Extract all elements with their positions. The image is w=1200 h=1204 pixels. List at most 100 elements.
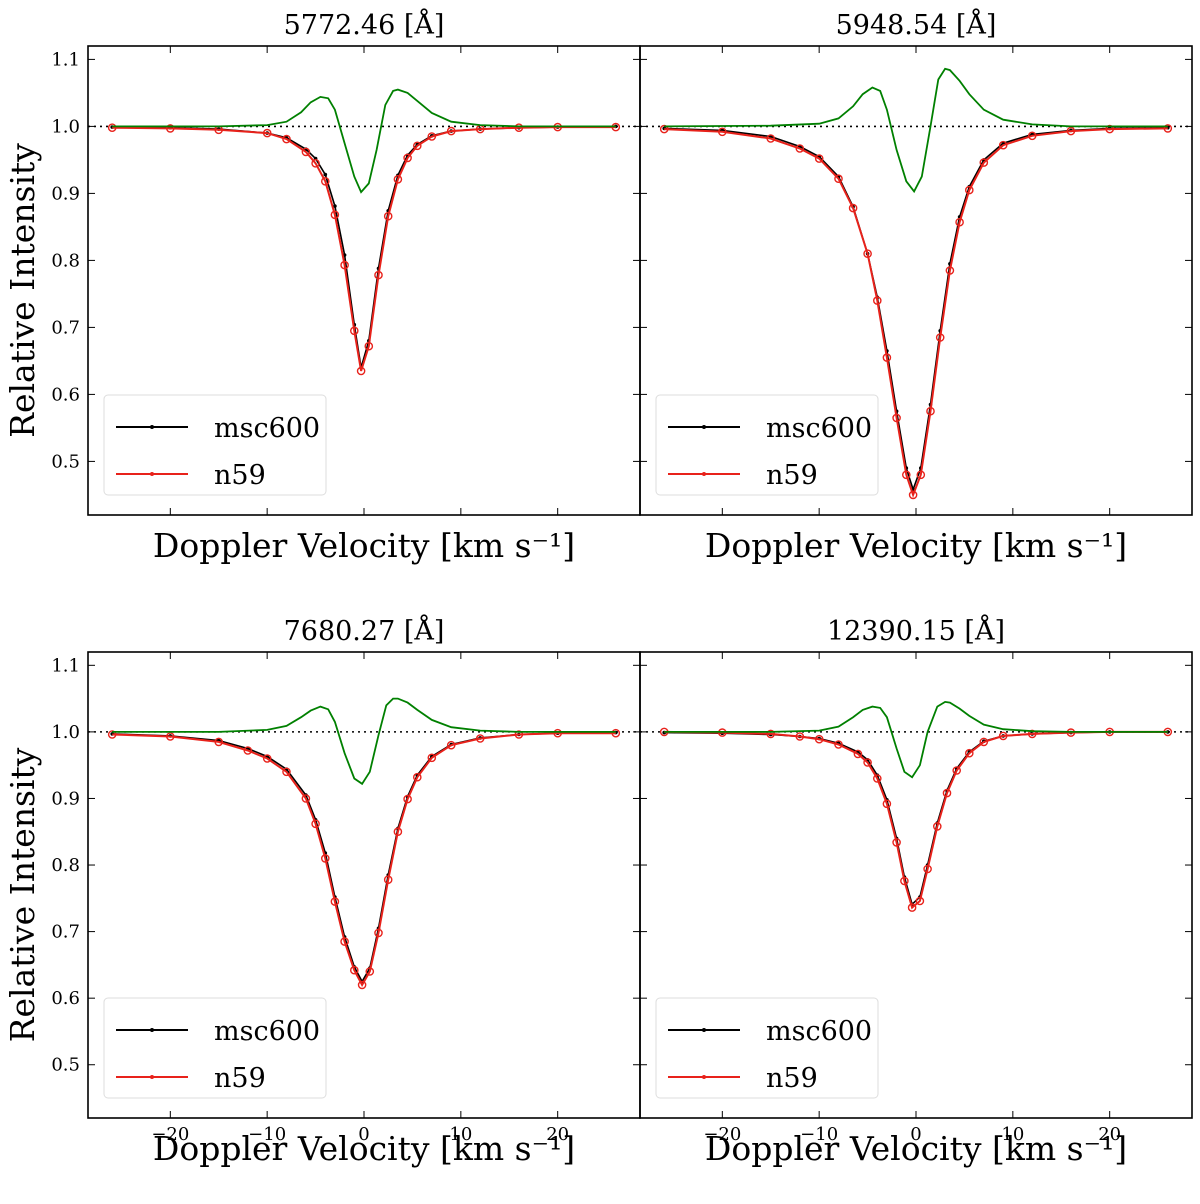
legend-marker bbox=[702, 425, 706, 429]
point-n59 bbox=[349, 326, 359, 336]
point-n59 bbox=[553, 728, 563, 738]
series-line-n59 bbox=[112, 732, 616, 987]
point-n59 bbox=[165, 732, 175, 741]
plot-frame bbox=[639, 45, 1193, 516]
panel-1: 5772.46 [Å] Doppler Velocity [km s⁻¹] Rela… bbox=[3, 8, 641, 565]
point-n59 bbox=[340, 937, 349, 946]
series-difference bbox=[112, 697, 616, 786]
point-n59 bbox=[979, 158, 989, 167]
series-line-difference bbox=[664, 67, 1168, 194]
point-n59 bbox=[795, 144, 805, 153]
point-n59 bbox=[403, 794, 412, 804]
series-n59 bbox=[107, 122, 621, 376]
series-line-n59 bbox=[664, 730, 1168, 910]
legend-marker bbox=[150, 1075, 154, 1079]
point-n59 bbox=[965, 748, 974, 758]
point-n59 bbox=[311, 158, 320, 168]
y-tick-label: 1.0 bbox=[51, 722, 80, 743]
point-n59 bbox=[998, 731, 1008, 741]
series-line-msc600 bbox=[112, 125, 616, 368]
point-n59 bbox=[933, 822, 942, 831]
point-n59 bbox=[916, 470, 926, 480]
x-tick-label: 10 bbox=[449, 1124, 472, 1145]
y-tick-label: 0.6 bbox=[51, 384, 80, 405]
legend: msc600 n59 bbox=[655, 394, 879, 496]
legend-label: msc600 bbox=[214, 413, 320, 444]
point-n59 bbox=[393, 827, 403, 837]
legend-box bbox=[103, 997, 327, 1099]
y-tick-label: 0.9 bbox=[51, 183, 80, 204]
panel-title: 12390.15 [Å] bbox=[827, 614, 1005, 647]
x-tick-label: 20 bbox=[546, 1124, 569, 1145]
legend-label: msc600 bbox=[766, 1016, 872, 1047]
y-tick-label: 0.6 bbox=[51, 988, 80, 1009]
point-n59 bbox=[320, 176, 330, 186]
point-n59 bbox=[301, 147, 311, 157]
x-tick-label: −10 bbox=[800, 1124, 838, 1145]
panel-2: 5948.54 [Å] Doppler Velocity [km s⁻¹] msc6… bbox=[639, 8, 1193, 565]
legend-label: msc600 bbox=[766, 413, 872, 444]
series-difference bbox=[112, 88, 616, 194]
y-axis-label: Relative Intensity bbox=[3, 747, 42, 1042]
panel-4: 12390.15 [Å] Doppler Velocity [km s⁻¹]−20… bbox=[639, 614, 1193, 1168]
point-n59 bbox=[311, 819, 320, 829]
legend-label: n59 bbox=[214, 460, 266, 491]
series-line-difference bbox=[112, 88, 616, 194]
panel-title: 5772.46 [Å] bbox=[284, 8, 445, 41]
point-n59 bbox=[766, 729, 776, 739]
point-n59 bbox=[475, 734, 485, 743]
point-n59 bbox=[357, 980, 367, 990]
legend-marker bbox=[702, 472, 706, 476]
point-n59 bbox=[383, 875, 393, 885]
point-n59 bbox=[863, 249, 872, 258]
point-n59 bbox=[301, 794, 311, 803]
point-n59 bbox=[320, 854, 330, 863]
point-n59 bbox=[365, 967, 375, 976]
series-line-n59 bbox=[112, 126, 616, 372]
legend-marker bbox=[702, 1028, 706, 1032]
series-n59 bbox=[659, 124, 1173, 500]
point-n59 bbox=[1027, 131, 1037, 141]
legend-box bbox=[103, 394, 327, 496]
y-tick-label: 0.8 bbox=[51, 250, 80, 271]
point-n59 bbox=[965, 185, 974, 195]
point-n59 bbox=[998, 140, 1008, 150]
point-n59 bbox=[853, 749, 863, 759]
point-n59 bbox=[814, 154, 824, 163]
y-tick-label: 1.1 bbox=[51, 49, 80, 70]
point-n59 bbox=[107, 123, 117, 132]
point-n59 bbox=[1066, 126, 1076, 136]
x-axis-label: Doppler Velocity [km s⁻¹] bbox=[705, 526, 1127, 565]
point-n59 bbox=[766, 134, 776, 143]
y-tick-label: 0.5 bbox=[51, 1055, 80, 1076]
point-n59 bbox=[393, 174, 403, 184]
point-n59 bbox=[282, 767, 291, 777]
x-tick-label: 10 bbox=[1001, 1124, 1024, 1145]
point-n59 bbox=[926, 406, 935, 416]
legend: msc600 n59 bbox=[103, 997, 327, 1099]
point-n59 bbox=[814, 734, 824, 744]
x-tick-label: 0 bbox=[358, 1124, 369, 1145]
legend-box bbox=[655, 394, 879, 496]
point-n59 bbox=[446, 740, 456, 750]
series-line-msc600 bbox=[664, 731, 1168, 906]
point-n59 bbox=[427, 132, 437, 141]
series-n59 bbox=[107, 728, 621, 990]
x-axis-label: Doppler Velocity [km s⁻¹] bbox=[153, 1129, 575, 1168]
series-msc600 bbox=[110, 124, 618, 370]
point-n59 bbox=[611, 728, 621, 738]
point-n59 bbox=[902, 470, 911, 480]
point-n59 bbox=[979, 737, 989, 747]
point-n59 bbox=[107, 730, 117, 739]
point-n59 bbox=[330, 897, 340, 906]
point-n59 bbox=[900, 876, 909, 886]
point-n59 bbox=[383, 211, 393, 221]
series-difference bbox=[664, 67, 1168, 194]
plot-frame bbox=[639, 651, 1193, 1119]
panel-title: 5948.54 [Å] bbox=[836, 8, 997, 41]
legend-marker bbox=[150, 472, 154, 476]
point-n59 bbox=[892, 413, 901, 423]
legend-marker bbox=[702, 1075, 706, 1079]
point-n59 bbox=[882, 353, 892, 362]
legend-label: n59 bbox=[214, 1063, 266, 1094]
